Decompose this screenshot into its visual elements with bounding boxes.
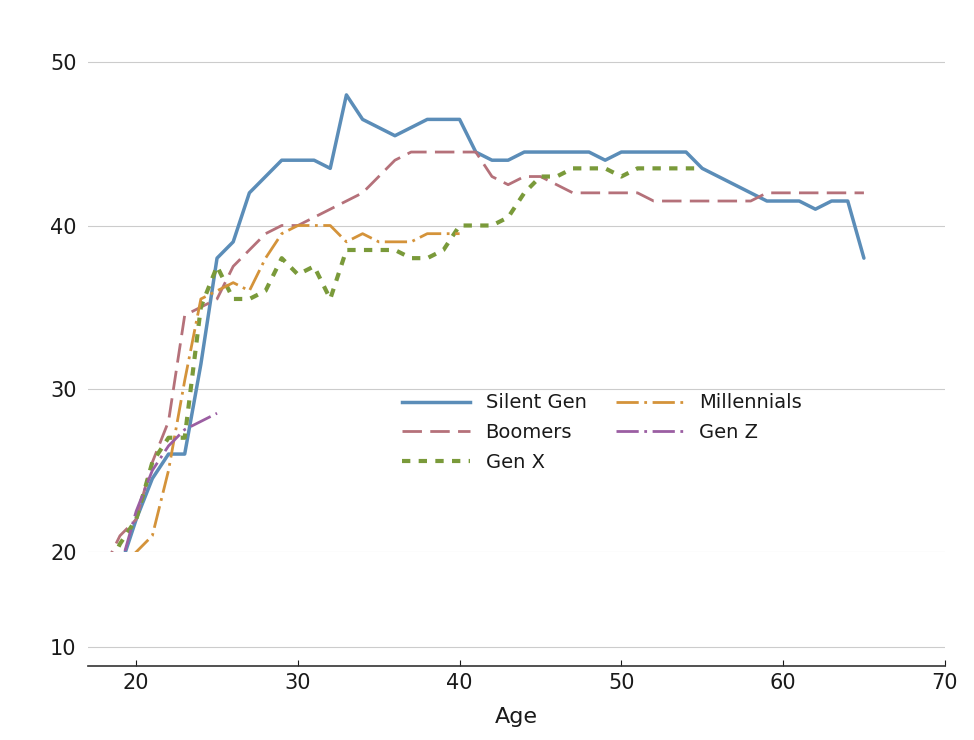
Legend: Silent Gen, Boomers, Gen X, Millennials, Gen Z: Silent Gen, Boomers, Gen X, Millennials,… [394,386,809,480]
X-axis label: Age: Age [495,707,538,727]
